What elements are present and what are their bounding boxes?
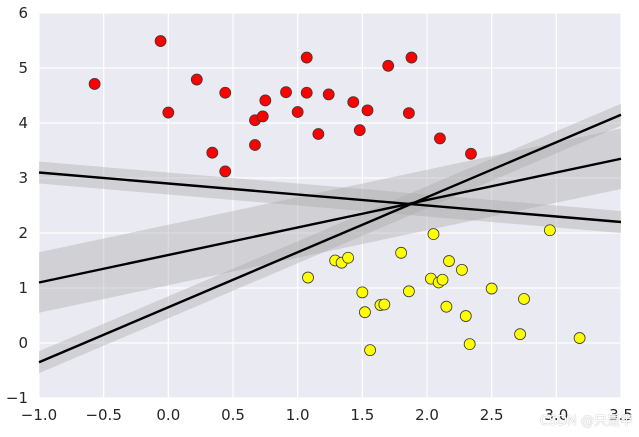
- point-s0-20: [382, 59, 395, 72]
- point-s1-3: [342, 251, 355, 264]
- point-s1-22: [518, 293, 530, 305]
- point-s1-6: [364, 344, 376, 357]
- point-s0-8: [249, 139, 261, 151]
- point-s1-15: [440, 300, 453, 313]
- point-s1-19: [463, 338, 476, 351]
- x-tick-label-1: −0.5: [85, 406, 121, 424]
- data-points: [88, 35, 586, 357]
- point-s0-12: [291, 106, 304, 118]
- point-s0-4: [206, 146, 219, 159]
- point-s0-10: [259, 94, 272, 107]
- point-s0-18: [353, 124, 366, 137]
- point-s1-20: [485, 282, 498, 295]
- point-s1-5: [359, 306, 371, 319]
- x-tick-label-6: 2.0: [415, 406, 439, 424]
- x-tick-labels: −1.0 −0.5 0.0 0.5 1.0 1.5 2.0 2.5 3.0 3.5: [21, 406, 633, 424]
- point-s1-23: [543, 224, 556, 237]
- point-s1-10: [402, 285, 415, 298]
- separator-line-0: [38, 113, 622, 364]
- point-s1-24: [573, 332, 586, 344]
- x-tick-label-3: 0.5: [221, 406, 245, 424]
- point-s1-0: [302, 271, 314, 284]
- point-s0-19: [361, 104, 374, 117]
- y-tick-label-7: 6: [18, 4, 28, 22]
- point-s1-16: [443, 255, 455, 267]
- x-tick-label-7: 2.5: [480, 406, 504, 424]
- y-tick-label-2: 1: [18, 279, 28, 297]
- point-s1-18: [459, 310, 472, 322]
- x-tick-label-8: 3.0: [544, 406, 568, 424]
- point-s0-2: [162, 106, 175, 119]
- point-s1-17: [456, 263, 468, 276]
- y-tick-label-3: 2: [18, 224, 28, 242]
- grid: [38, 12, 622, 399]
- x-tick-label-5: 1.5: [350, 406, 374, 424]
- y-tick-label-1: 0: [18, 334, 28, 352]
- point-s0-21: [402, 107, 415, 119]
- point-s0-16: [322, 88, 335, 101]
- point-s0-13: [300, 51, 313, 64]
- point-s1-14: [436, 273, 449, 286]
- point-s1-9: [395, 246, 408, 259]
- point-s0-1: [154, 35, 167, 47]
- point-s0-9: [256, 110, 269, 123]
- point-s0-22: [405, 51, 418, 64]
- y-tick-label-0: −1: [6, 389, 28, 407]
- point-s1-12: [427, 228, 440, 241]
- y-tick-label-4: 3: [18, 169, 28, 187]
- point-s0-0: [88, 78, 101, 90]
- y-tick-label-6: 5: [18, 59, 28, 77]
- y-tick-labels: −1 0 1 2 3 4 5 6: [6, 4, 28, 407]
- separator-lines: [38, 113, 622, 364]
- point-s0-3: [190, 73, 203, 86]
- point-s1-4: [356, 286, 369, 299]
- point-s0-17: [347, 96, 360, 108]
- point-s0-23: [434, 132, 446, 145]
- y-tick-label-5: 4: [18, 114, 28, 132]
- x-tick-label-2: 0.0: [156, 406, 180, 424]
- watermark: CSDN @只是甲: [539, 414, 633, 429]
- point-s0-11: [280, 86, 292, 99]
- point-s0-5: [219, 86, 232, 99]
- x-tick-label-9: 3.5: [609, 406, 633, 424]
- point-s0-6: [219, 165, 232, 178]
- point-s0-15: [312, 128, 325, 140]
- point-s1-21: [514, 328, 527, 341]
- point-s0-24: [465, 147, 477, 160]
- separator-line-2: [38, 171, 622, 224]
- point-s1-8: [378, 298, 391, 311]
- x-tick-label-4: 1.0: [286, 406, 310, 424]
- x-tick-label-0: −1.0: [21, 406, 57, 424]
- separator-line-1: [38, 157, 622, 284]
- point-s0-14: [300, 86, 313, 99]
